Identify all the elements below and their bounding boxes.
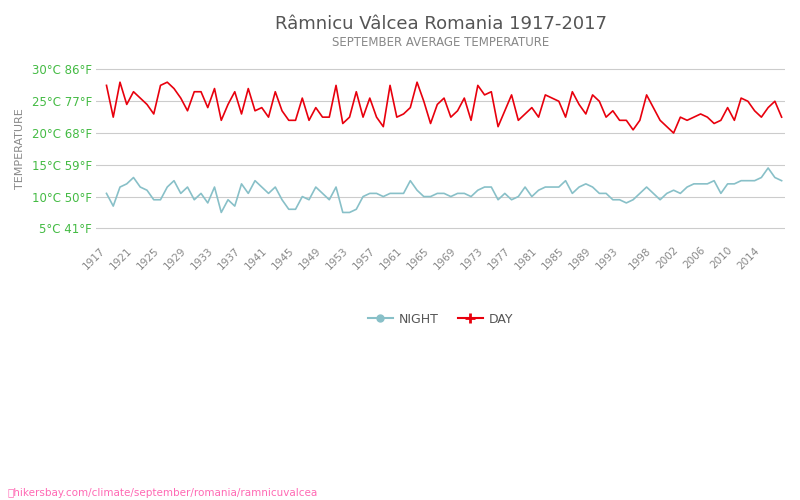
Legend: NIGHT, DAY: NIGHT, DAY [363,308,518,330]
Title: Râmnicu Vâlcea Romania 1917-2017: Râmnicu Vâlcea Romania 1917-2017 [274,15,606,33]
Text: 📍hikersbay.com/climate/september/romania/ramnicuvalcea: 📍hikersbay.com/climate/september/romania… [8,488,318,498]
Y-axis label: TEMPERATURE: TEMPERATURE [15,108,25,190]
Text: SEPTEMBER AVERAGE TEMPERATURE: SEPTEMBER AVERAGE TEMPERATURE [332,36,550,50]
